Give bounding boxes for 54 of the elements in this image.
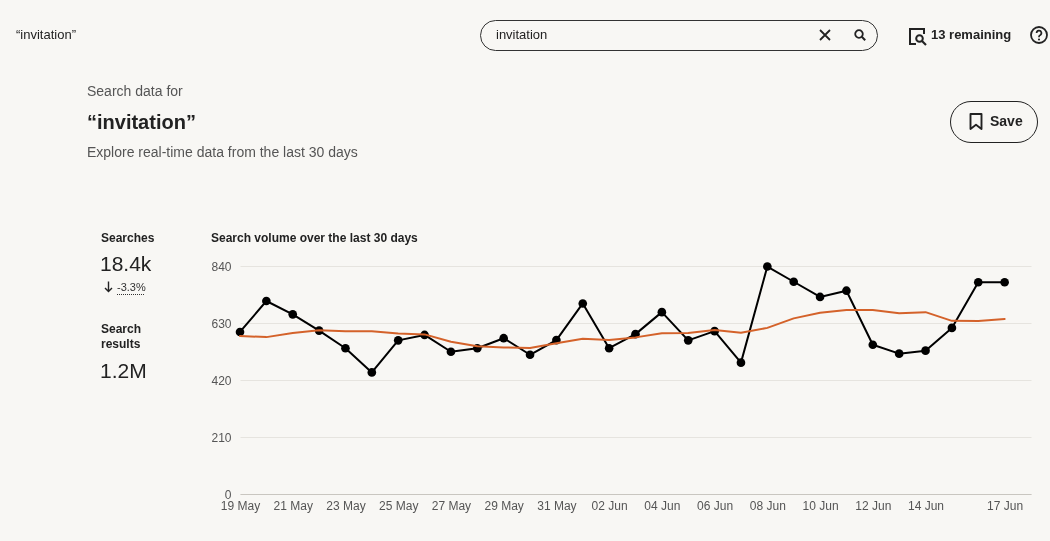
text: 18.4k [100,250,152,276]
text: Explore real-time data from the last 30 days [87,143,358,161]
text: invitation [496,27,548,43]
point [842,286,851,296]
y-tick-label: 840 [211,259,232,274]
x-tick-label: 08 Jun [749,498,786,513]
y-tick-label: 420 [211,373,232,388]
point [736,358,746,367]
x-tick-label: 29 May [484,498,524,513]
chart-title: Search volume over the last 30 days [210,231,419,245]
text: 13 remaining [931,27,1012,43]
point [947,323,957,333]
text: Save [990,112,1023,130]
text: Searches [101,231,155,245]
x-tick-label: 14 Jun [908,498,945,513]
point [815,292,825,302]
point [894,349,904,358]
point [789,277,799,287]
point [446,347,456,357]
y-tick-label: 210 [211,430,232,445]
x-tick-label: 25 May [379,498,419,513]
text: Search results [101,322,143,352]
point [604,343,614,353]
point [525,350,535,360]
point [763,262,772,271]
x-tick-label: 21 May [273,498,313,513]
point [1000,277,1009,287]
x-tick-label: 17 Jun [987,498,1024,513]
point [499,333,508,343]
text: Search data for [87,82,183,100]
point [578,299,588,308]
point [262,296,271,306]
x-tick-label: 27 May [431,498,472,513]
x-tick-label: 06 Jun [697,498,734,513]
x-tick-label: 10 Jun [802,498,839,513]
point [921,346,930,356]
point [683,336,693,345]
point [393,336,403,345]
x-tick-label: 02 Jun [591,498,628,513]
point [288,309,298,319]
text: -3.3% [117,280,146,294]
text: “invitation” [16,27,76,43]
text: “invitation” [87,110,196,134]
point [367,368,377,377]
x-tick-label: 04 Jun [644,498,681,513]
point [657,307,667,317]
x-tick-label: 12 Jun [855,498,892,513]
point [868,340,878,350]
x-tick-label: 23 May [326,498,366,513]
text: 1.2M [100,357,147,383]
point [973,277,983,287]
y-tick-label: 630 [211,316,232,331]
x-tick-label: 31 May [537,498,577,513]
point [341,343,350,353]
